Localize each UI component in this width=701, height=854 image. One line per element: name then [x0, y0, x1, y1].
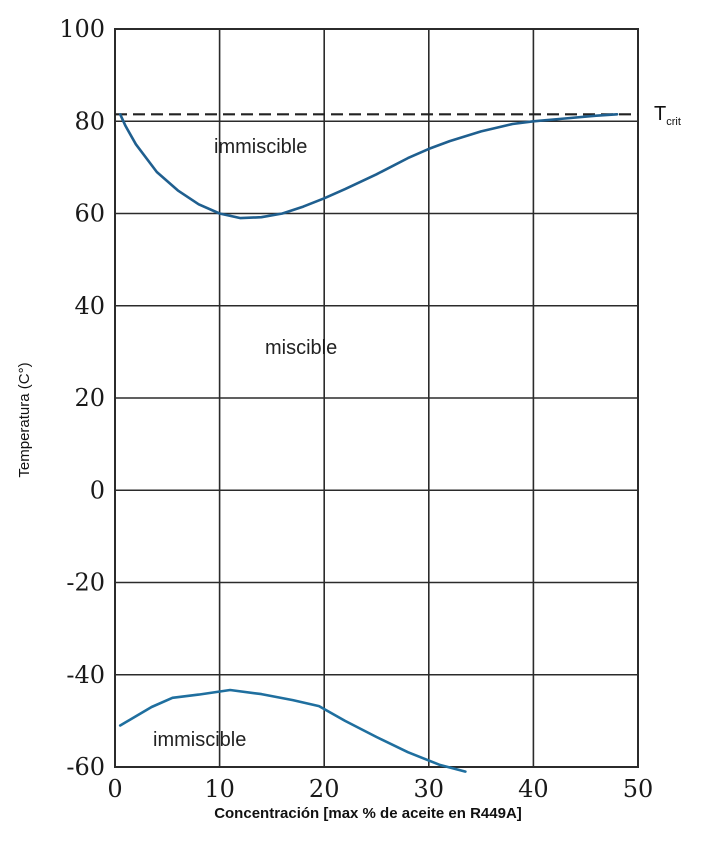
x-tick-label-10: 10	[204, 775, 235, 803]
y-tick-label-20: 20	[74, 384, 105, 412]
y-tick-label--40: -40	[66, 661, 105, 689]
y-tick-label-60: 60	[74, 200, 105, 228]
plot-area	[115, 113, 638, 773]
x-tick-label-50: 50	[623, 775, 654, 803]
y-tick-label--20: -20	[66, 569, 105, 597]
region-label-immiscible-top: immiscible	[214, 136, 307, 158]
axis-labels: 0 10 20 30 40 50 100 80 60 40 20 0 -20 -40 -60	[59, 15, 653, 803]
x-tick-label-0: 0	[107, 775, 122, 803]
region-label-miscible: miscible	[265, 337, 337, 359]
miscibility-curve-2	[118, 688, 467, 773]
x-tick-label-30: 30	[414, 775, 445, 803]
y-tick-label-0: 0	[90, 476, 105, 504]
critical-temperature-label: Tcrit	[654, 103, 681, 128]
critical-temperature-subscript: crit	[666, 116, 681, 128]
critical-temperature-symbol: T	[654, 103, 666, 125]
y-tick-label-100: 100	[59, 15, 105, 43]
x-tick-label-20: 20	[309, 775, 340, 803]
grid	[114, 28, 639, 768]
y-tick-label-40: 40	[74, 292, 105, 320]
x-tick-label-40: 40	[518, 775, 549, 803]
region-label-immiscible-bottom: immiscible	[153, 729, 246, 751]
miscibility-curve-1	[118, 113, 619, 220]
y-axis-title: Temperatura (C°)	[16, 362, 33, 477]
y-tick-label--60: -60	[66, 753, 105, 781]
x-axis-title: Concentración [max % de aceite en R449A]	[214, 805, 522, 822]
y-tick-label-80: 80	[74, 107, 105, 135]
